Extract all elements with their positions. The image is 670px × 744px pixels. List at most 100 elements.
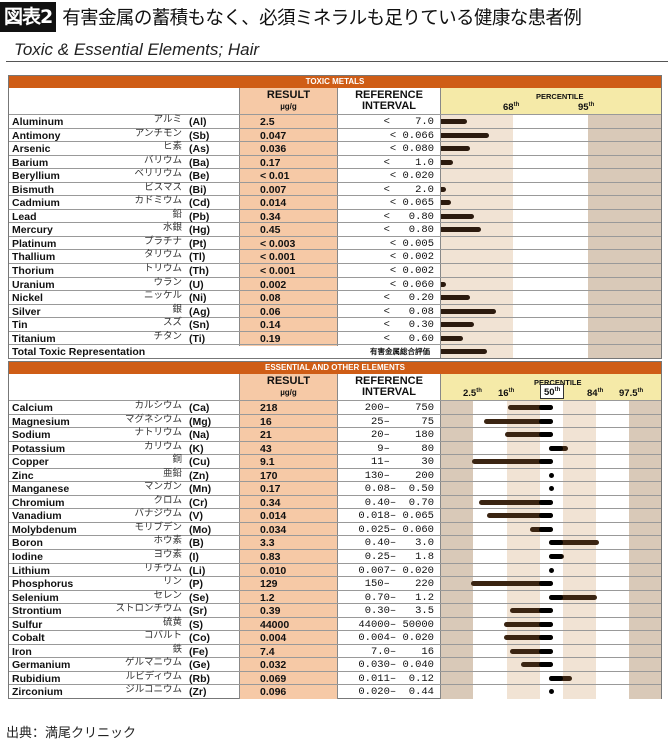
percentile-band: [513, 331, 588, 346]
percentile-bar-center: [538, 581, 553, 587]
element-symbol: (Rb): [189, 672, 210, 685]
percentile-bar-center: [538, 648, 553, 654]
reference-interval: 130– 200: [338, 468, 441, 483]
element-name-jp: スズ: [162, 317, 182, 329]
element-name-jp: モリブデン: [134, 521, 182, 533]
reference-interval: 0.025– 0.060: [338, 522, 441, 537]
reference-interval: 0.40– 0.70: [338, 495, 441, 510]
percentile-band: [563, 441, 596, 456]
percentile-band: [441, 509, 473, 524]
percentile-bar: [479, 499, 553, 505]
table-row: Molybdenum モリブデン (Mo) 0.034 0.025– 0.060: [9, 521, 661, 537]
percentile-bar: [441, 335, 463, 341]
element-name: Rubidium: [12, 672, 61, 685]
ordinal-suffix: th: [597, 388, 604, 394]
percentile-band: [507, 550, 540, 565]
percentile-band: [629, 577, 661, 592]
element-name-cell: Calcium カルシウム (Ca): [9, 400, 240, 415]
table-row: Uranium ウラン (U) 0.002 < 0.060: [9, 276, 661, 292]
table-row: Sodium ナトリウム (Na) 21 20– 180: [9, 427, 661, 443]
element-name: Copper: [12, 456, 49, 469]
percentile-band: [563, 658, 596, 673]
table-row: Calcium カルシウム (Ca) 218 200– 750: [9, 400, 661, 415]
table-row: Lithium リチウム (Li) 0.010 0.007– 0.020: [9, 562, 661, 578]
percentile-cell: [441, 563, 661, 578]
element-symbol: (K): [189, 442, 204, 455]
percentile-bar: [549, 554, 564, 560]
percentile-bar-center: [538, 513, 553, 519]
percentile-cell: [441, 291, 661, 306]
percentile-band: [629, 401, 661, 415]
percentile-dot: [549, 567, 554, 573]
percentile-band: [441, 401, 473, 415]
percentile-band: [596, 441, 629, 456]
element-name: Chromium: [12, 496, 65, 509]
percentile-mark: 50th: [540, 384, 565, 400]
element-symbol: (Ba): [189, 156, 210, 169]
table-row: Zirconium ジルコニウム (Zr) 0.096 0.020– 0.44: [9, 684, 661, 700]
total-name: Total Toxic Representation: [12, 346, 146, 359]
percentile-band: [441, 617, 473, 632]
percentile-bar: [472, 459, 553, 465]
percentile-band: [441, 685, 473, 700]
percentile-band: [473, 658, 507, 673]
element-symbol: (Sn): [189, 319, 210, 332]
percentile-band: [588, 345, 661, 358]
percentile-band: [629, 522, 661, 537]
percentile-band: [441, 277, 513, 292]
reference-interval: 0.70– 1.2: [338, 590, 441, 605]
percentile-band: [441, 331, 513, 346]
percentile-band: [441, 414, 473, 429]
percentile-band: [441, 577, 473, 592]
percentile-band: [473, 468, 507, 483]
percentile-bar: [483, 418, 553, 424]
percentile-band: [596, 685, 629, 700]
reference-interval: 9– 80: [338, 441, 441, 456]
percentile-band: [588, 236, 661, 251]
percentile-cell: [441, 169, 661, 184]
element-name-cell: Chromium クロム (Cr): [9, 494, 240, 510]
table-row: Copper 銅 (Cu) 9.1 11– 30: [9, 454, 661, 470]
percentile-dot: [549, 472, 554, 478]
percentile-band: [588, 264, 661, 279]
reference-interval: < 0.20: [338, 291, 441, 306]
percentile-band: [441, 495, 473, 510]
percentile-band: [596, 550, 629, 565]
element-name-jp: トリウム: [143, 263, 182, 275]
percentile-band: [596, 563, 629, 578]
percentile-band: [563, 455, 596, 470]
percentile-band: [563, 685, 596, 700]
element-name-jp: バリウム: [143, 154, 182, 166]
percentile-bar: [441, 281, 446, 287]
percentile-band: [441, 291, 513, 306]
reference-interval: < 0.066: [338, 128, 441, 143]
element-name-jp: セレン: [153, 589, 182, 601]
percentile-cell: [441, 318, 661, 333]
ordinal-suffix: th: [588, 102, 595, 108]
result-value: < 0.001: [240, 264, 338, 279]
element-name-jp: クロム: [153, 494, 182, 506]
reference-interval: 200– 750: [338, 401, 441, 415]
element-symbol: (V): [189, 510, 203, 523]
percentile-band: [629, 563, 661, 578]
result-value: 170: [240, 468, 338, 483]
percentile-band: [441, 658, 473, 673]
element-name: Antimony: [12, 129, 61, 142]
element-symbol: (Se): [189, 591, 209, 604]
element-name-cell: Zirconium ジルコニウム (Zr): [9, 684, 240, 700]
element-name: Magnesium: [12, 415, 70, 428]
element-name-jp: カドミウム: [134, 195, 182, 207]
element-name-jp: カルシウム: [134, 400, 182, 411]
element-name-jp: 鉄: [172, 643, 182, 655]
result-value: 0.45: [240, 223, 338, 238]
element-symbol: (Zr): [189, 686, 207, 699]
percentile-band: [507, 536, 540, 551]
table-row: Arsenic ヒ素 (As) 0.036 < 0.080: [9, 141, 661, 157]
percentile-band: [563, 550, 596, 565]
element-name-cell: Uranium ウラン (U): [9, 277, 240, 292]
result-value: 0.19: [240, 331, 338, 346]
percentile-bar-center: [538, 499, 553, 505]
percentile-header: PERCENTILE 2.5th 16th 50th 84th 97.5th: [441, 374, 661, 400]
result-value: 0.004: [240, 631, 338, 646]
element-name-jp: ストロンチウム: [115, 603, 182, 615]
